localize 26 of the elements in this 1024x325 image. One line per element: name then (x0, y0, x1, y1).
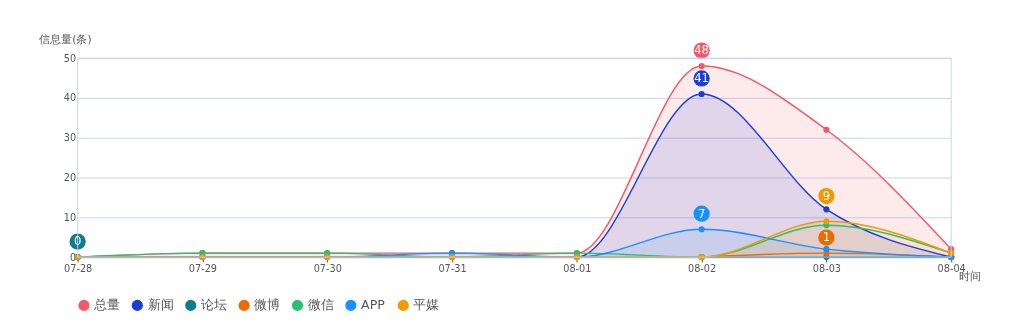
legend-label: 微信 (307, 297, 334, 313)
x-tick-label: 07-30 (313, 263, 342, 275)
x-tick-label: 07-29 (188, 263, 218, 275)
x-tick-label: 08-02 (688, 263, 717, 275)
annotation: 7 (697, 206, 706, 221)
y-axis-title: 信息量(条) (39, 33, 92, 47)
legend-label: 新闻 (147, 297, 174, 313)
y-tick-label: 50 (63, 52, 77, 64)
y-tick-label: 30 (63, 132, 77, 144)
x-tick-label: 07-28 (64, 263, 93, 275)
y-tick-label: 20 (63, 171, 77, 183)
y-tick-label: 40 (63, 92, 77, 104)
annotation: 9 (822, 188, 831, 203)
legend-label: 论坛 (200, 297, 227, 313)
x-tick-label: 07-31 (438, 263, 467, 275)
x-tick-label: 08-03 (812, 263, 841, 275)
y-tick-label: 10 (63, 211, 77, 223)
legend-label: APP (361, 297, 386, 313)
annotation: 41 (694, 71, 710, 86)
legend-label: 微博 (254, 297, 281, 313)
x-tick-label: 08-01 (563, 263, 592, 275)
annotation: 48 (694, 43, 710, 58)
y-tick-label: 0 (70, 251, 77, 263)
annotation: 1 (822, 230, 831, 245)
legend-label: 总量 (93, 297, 121, 313)
legend-label: 平媒 (413, 297, 440, 313)
